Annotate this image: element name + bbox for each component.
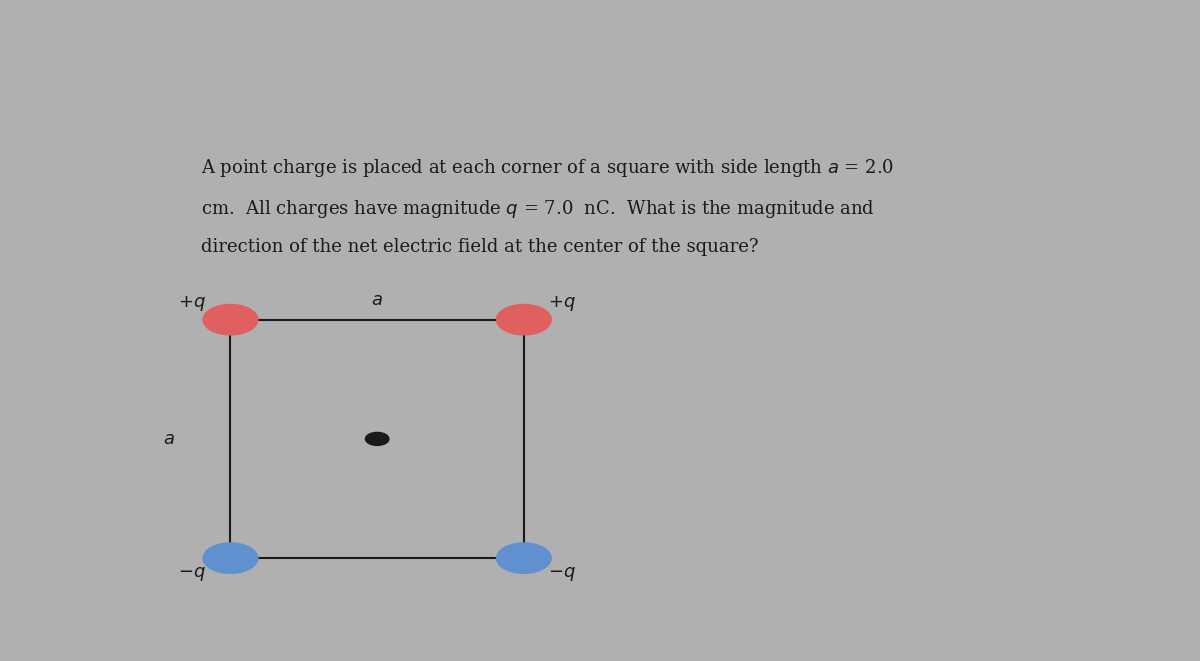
Circle shape bbox=[203, 305, 258, 335]
Text: $a$: $a$ bbox=[371, 291, 383, 309]
Text: A point charge is placed at each corner of a square with side length $a$ = 2.0: A point charge is placed at each corner … bbox=[202, 157, 894, 179]
Text: direction of the net electric field at the center of the square?: direction of the net electric field at t… bbox=[202, 239, 758, 256]
Text: cm.  All charges have magnitude $q$ = 7.0  nC.  What is the magnitude and: cm. All charges have magnitude $q$ = 7.0… bbox=[202, 198, 875, 219]
Text: $-q$: $-q$ bbox=[178, 565, 206, 583]
Circle shape bbox=[366, 432, 389, 446]
Circle shape bbox=[497, 543, 551, 573]
Circle shape bbox=[203, 543, 258, 573]
Text: $a$: $a$ bbox=[163, 430, 175, 448]
Text: $+q$: $+q$ bbox=[548, 294, 576, 313]
Text: $-q$: $-q$ bbox=[548, 565, 576, 583]
Text: $+q$: $+q$ bbox=[178, 294, 206, 313]
Circle shape bbox=[497, 305, 551, 335]
